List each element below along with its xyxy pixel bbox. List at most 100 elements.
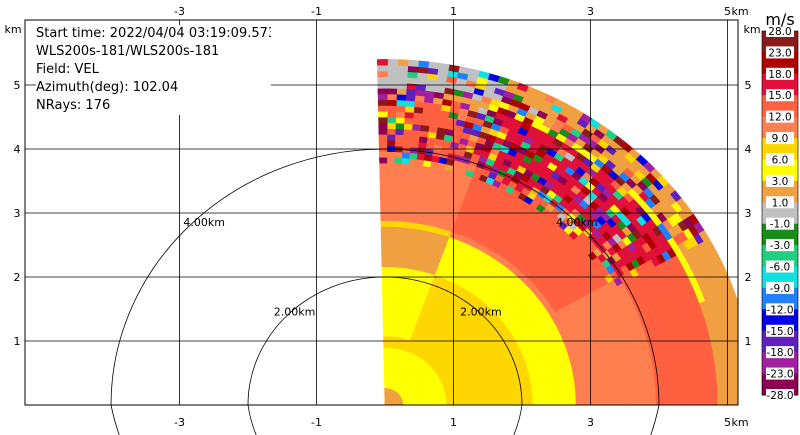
velocity-cell bbox=[526, 400, 534, 405]
velocity-cell bbox=[624, 385, 632, 393]
velocity-cell bbox=[391, 214, 399, 222]
velocity-cell bbox=[744, 347, 752, 357]
velocity-cell bbox=[402, 128, 413, 136]
velocity-cell bbox=[405, 186, 414, 194]
velocity-cell bbox=[581, 394, 589, 401]
velocity-cell bbox=[648, 383, 657, 392]
velocity-cell bbox=[544, 395, 552, 402]
velocity-cell bbox=[385, 324, 389, 331]
velocity-cell bbox=[520, 397, 528, 402]
colorbar-label-bg bbox=[766, 46, 794, 59]
range-ring-label: 2.00km bbox=[274, 305, 316, 318]
velocity-cell bbox=[667, 389, 675, 398]
velocity-cell bbox=[587, 388, 595, 395]
velocity-cell bbox=[378, 128, 388, 135]
colorbar-label: -9.0 bbox=[770, 283, 791, 295]
azimuth-text: Azimuth(deg): 102.04 bbox=[36, 80, 179, 95]
velocity-cell bbox=[391, 208, 399, 216]
velocity-cell bbox=[618, 398, 626, 405]
velocity-field bbox=[376, 59, 755, 405]
velocity-cell bbox=[391, 203, 399, 210]
velocity-cell bbox=[385, 243, 392, 250]
y-tick-label-left: 1 bbox=[14, 335, 21, 348]
velocity-cell bbox=[377, 99, 388, 106]
x-tick-label-bottom: -3 bbox=[174, 416, 185, 429]
velocity-cell bbox=[734, 376, 738, 388]
range-ring-label: 4.00km bbox=[183, 216, 225, 229]
velocity-cell bbox=[594, 399, 602, 405]
velocity-cell bbox=[538, 400, 546, 405]
velocity-cell bbox=[715, 369, 724, 380]
velocity-cell bbox=[417, 60, 430, 68]
velocity-cell bbox=[733, 367, 738, 378]
velocity-cell bbox=[404, 99, 415, 108]
velocity-cell bbox=[667, 381, 675, 391]
velocity-cell bbox=[381, 277, 387, 285]
colorbar-label-bg bbox=[766, 132, 794, 145]
velocity-cell bbox=[408, 157, 417, 166]
velocity-cell bbox=[412, 117, 422, 126]
velocity-cell bbox=[616, 373, 625, 381]
velocity-cell bbox=[520, 400, 528, 405]
velocity-cell bbox=[396, 220, 404, 228]
velocity-cell bbox=[386, 162, 395, 170]
velocity-cell bbox=[569, 399, 577, 405]
velocity-cell bbox=[397, 59, 409, 67]
colorbar-label-bg bbox=[766, 25, 794, 37]
velocity-cell bbox=[735, 386, 738, 397]
velocity-cell bbox=[386, 185, 394, 193]
velocity-cell bbox=[604, 374, 613, 383]
velocity-cell bbox=[398, 197, 406, 205]
x-tick-label-top: -3 bbox=[174, 5, 185, 18]
velocity-cell bbox=[377, 105, 388, 112]
velocity-cell bbox=[385, 318, 389, 325]
velocity-cell bbox=[382, 318, 386, 325]
velocity-cell bbox=[396, 82, 408, 90]
y-tick-label-right: 3 bbox=[745, 207, 752, 220]
velocity-cell bbox=[411, 123, 422, 131]
velocity-cell bbox=[392, 197, 400, 205]
velocity-cell bbox=[402, 140, 412, 148]
velocity-cell bbox=[380, 208, 387, 216]
colorbar-label: -12.0 bbox=[766, 304, 793, 316]
velocity-cell bbox=[386, 208, 393, 216]
velocity-cell bbox=[409, 204, 417, 212]
colorbar-label-bg bbox=[766, 367, 794, 380]
velocity-cell bbox=[551, 400, 558, 405]
instrument-text: WLS200s-181/WLS200s-181 bbox=[36, 44, 220, 59]
colorbar-label: -1.0 bbox=[770, 219, 791, 231]
velocity-cell bbox=[386, 156, 395, 164]
velocity-cell bbox=[386, 180, 394, 187]
velocity-cell bbox=[385, 277, 391, 285]
velocity-cell bbox=[380, 237, 387, 245]
velocity-cell bbox=[593, 387, 601, 395]
velocity-cell bbox=[592, 382, 601, 389]
colorbar-label: 9.0 bbox=[772, 133, 789, 145]
velocity-cell bbox=[749, 395, 755, 405]
velocity-cell bbox=[382, 300, 387, 308]
velocity-cell bbox=[387, 76, 398, 83]
velocity-cell bbox=[378, 139, 388, 147]
velocity-cell bbox=[389, 260, 396, 268]
velocity-cell bbox=[606, 392, 614, 400]
colorbar-label: 3.0 bbox=[772, 176, 789, 188]
velocity-cell bbox=[392, 185, 401, 193]
velocity-cell bbox=[383, 352, 386, 360]
velocity-cell bbox=[394, 134, 404, 141]
velocity-cell bbox=[377, 93, 388, 101]
velocity-cell bbox=[382, 289, 387, 296]
velocity-cell bbox=[396, 70, 408, 78]
velocity-cell bbox=[729, 395, 737, 405]
colorbar-label: 23.0 bbox=[768, 47, 791, 59]
velocity-cell bbox=[568, 389, 577, 396]
velocity-cell bbox=[396, 93, 407, 101]
velocity-cell bbox=[400, 238, 407, 246]
velocity-cell bbox=[386, 203, 393, 210]
velocity-cell bbox=[389, 278, 394, 285]
velocity-cell bbox=[401, 226, 408, 234]
colorbar: 28.0 23.0 18.0 15.0 12.0 9.0 6.0 3.0 1.0 -1.0 -3.0… bbox=[761, 10, 799, 402]
velocity-cell bbox=[649, 397, 657, 405]
velocity-cell bbox=[710, 378, 718, 389]
velocity-cell bbox=[685, 380, 694, 390]
velocity-cell bbox=[532, 392, 540, 398]
